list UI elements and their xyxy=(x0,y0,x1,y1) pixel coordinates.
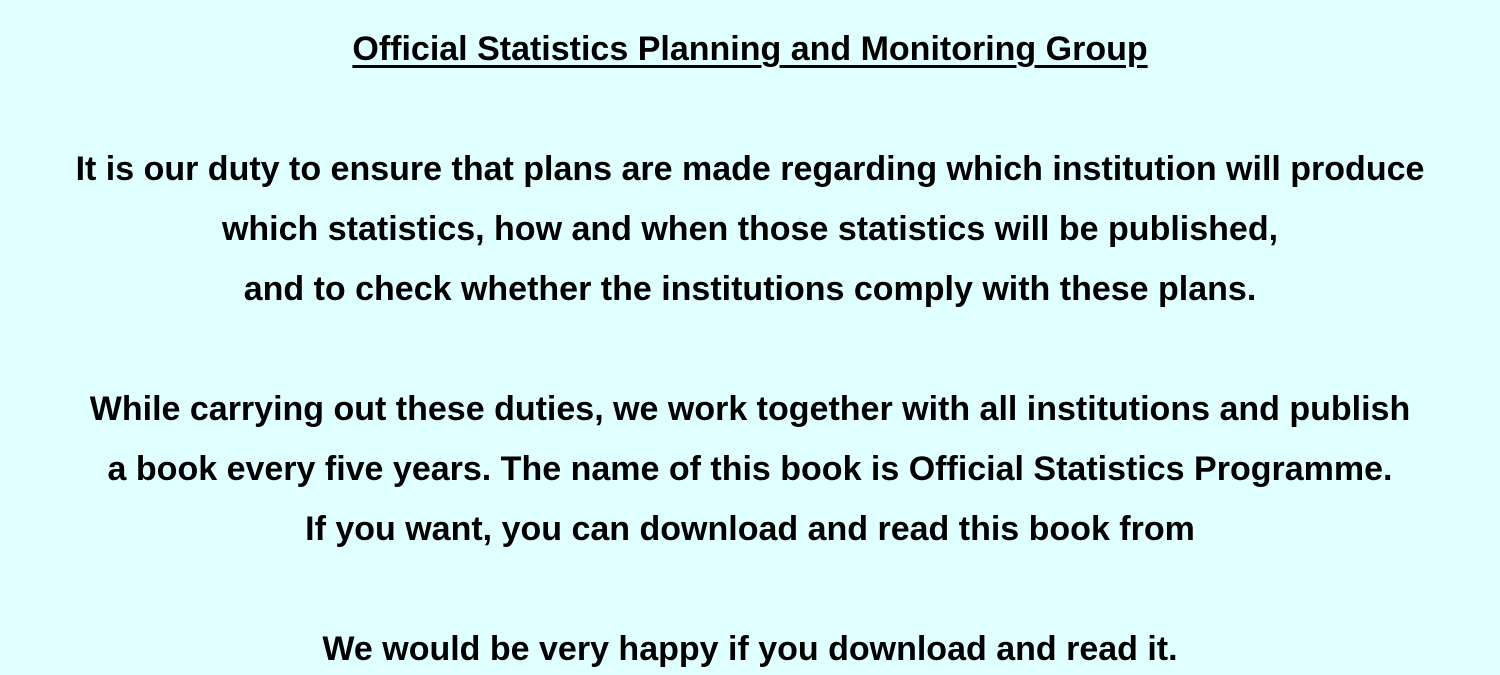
page-title-text: Official Statistics Planning and Monitor… xyxy=(352,30,1148,68)
duty-text-line-3: and to check whether the institutions co… xyxy=(243,270,1257,308)
duty-text-line-2: which statistics, how and when those sta… xyxy=(221,210,1279,248)
duty-text-line-1: It is our duty to ensure that plans are … xyxy=(75,150,1425,188)
closing-text: We would be very happy if you download a… xyxy=(322,630,1178,668)
page-title: Official Statistics Planning and Monitor… xyxy=(0,28,1500,70)
book-text-line-3: If you want, you can download and read t… xyxy=(305,510,1195,548)
book-text-line-1: While carrying out these duties, we work… xyxy=(89,390,1411,428)
book-text-line-2: a book every five years. The name of thi… xyxy=(107,450,1393,488)
